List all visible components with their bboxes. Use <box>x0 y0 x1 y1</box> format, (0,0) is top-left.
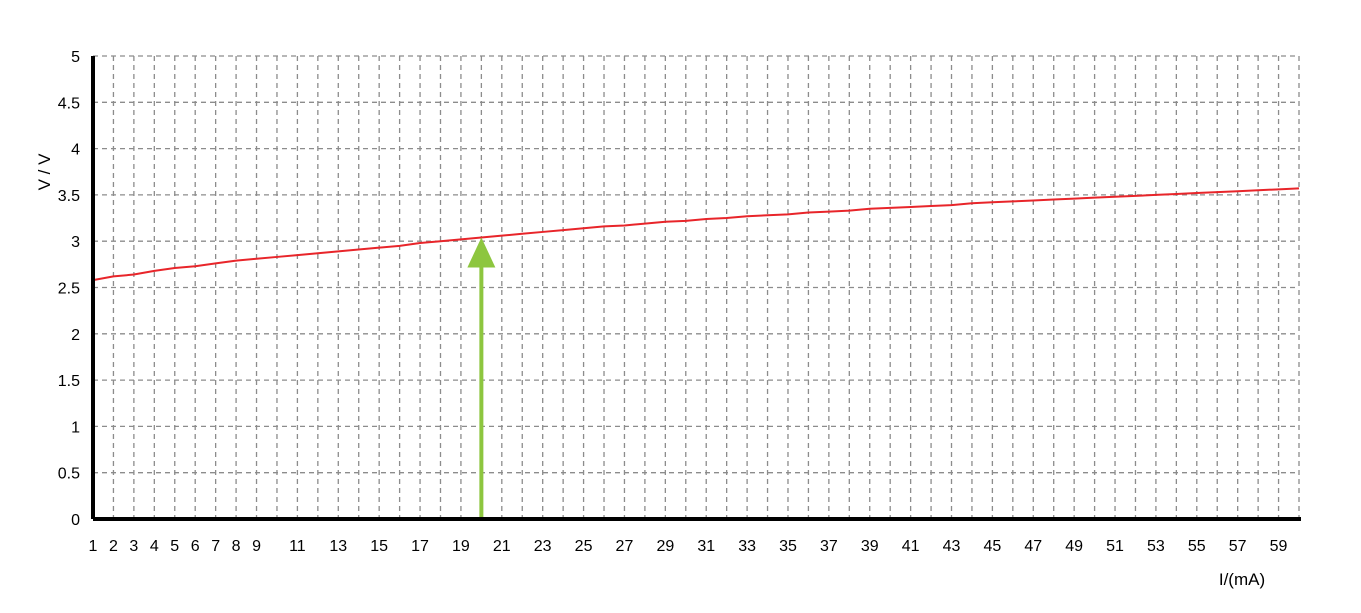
series-layer <box>92 187 1300 282</box>
x-tick-label: 35 <box>779 538 797 555</box>
x-tick-label: 2 <box>109 538 118 555</box>
x-tick-label: 41 <box>902 538 920 555</box>
y-tick-label: 4.5 <box>58 95 80 112</box>
tick-labels: 00.511.522.533.544.551 2 3 4 5 6 7 8 9 11 13 15 17 19… <box>58 49 1288 555</box>
x-tick-label: 33 <box>738 538 756 555</box>
x-tick-label: 29 <box>656 538 674 555</box>
x-tick-label: 9 <box>252 538 261 555</box>
annotation-arrow-head <box>467 237 496 268</box>
x-tick-label: 17 <box>411 538 429 555</box>
x-tick-label: 53 <box>1147 538 1165 555</box>
grid <box>93 55 1300 519</box>
x-tick-label: 21 <box>493 538 511 555</box>
y-tick-label: 1.5 <box>58 373 80 390</box>
x-tick-label: 55 <box>1188 538 1206 555</box>
x-tick-label: 8 <box>232 538 241 555</box>
x-tick-label: 49 <box>1065 538 1083 555</box>
y-tick-label: 2.5 <box>58 281 80 298</box>
x-tick-label: 19 <box>452 538 470 555</box>
y-tick-label: 5 <box>71 49 80 66</box>
y-tick-label: 3.5 <box>58 188 80 205</box>
y-tick-label: 4 <box>71 142 80 159</box>
x-tick-label: 25 <box>575 538 593 555</box>
x-tick-label: 6 <box>191 538 200 555</box>
x-tick-label: 51 <box>1106 538 1124 555</box>
y-tick-label: 0 <box>71 512 80 529</box>
x-tick-label: 7 <box>211 538 220 555</box>
x-tick-label: 39 <box>861 538 879 555</box>
x-tick-label: 57 <box>1229 538 1247 555</box>
x-tick-label: 5 <box>170 538 179 555</box>
y-tick-label: 3 <box>71 234 80 251</box>
y-tick-label: 0.5 <box>58 466 80 483</box>
x-tick-label: 4 <box>150 538 159 555</box>
x-tick-label: 59 <box>1270 538 1288 555</box>
x-axis-title: I/(mA) <box>1219 570 1265 589</box>
x-tick-label: 43 <box>943 538 961 555</box>
annotation-layer <box>467 237 496 519</box>
x-tick-label: 31 <box>697 538 715 555</box>
axes <box>91 56 1301 521</box>
x-tick-label: 37 <box>820 538 838 555</box>
x-tick-label: 11 <box>289 538 306 555</box>
y-axis-title: V / V <box>35 153 54 191</box>
x-tick-label: 3 <box>129 538 138 555</box>
y-tick-label: 2 <box>71 327 80 344</box>
series-line <box>92 187 1300 282</box>
x-tick-label: 23 <box>534 538 552 555</box>
x-tick-label: 1 <box>89 538 98 555</box>
x-tick-label: 27 <box>616 538 634 555</box>
x-tick-label: 45 <box>983 538 1001 555</box>
x-tick-label: 15 <box>370 538 388 555</box>
y-tick-label: 1 <box>71 419 80 436</box>
x-tick-label: 13 <box>329 538 347 555</box>
x-tick-label: 47 <box>1024 538 1042 555</box>
